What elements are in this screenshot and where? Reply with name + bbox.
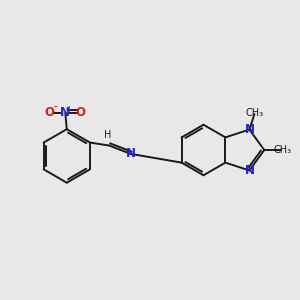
Text: CH₃: CH₃ (273, 145, 291, 155)
Text: O: O (76, 106, 86, 119)
Text: N: N (244, 164, 254, 177)
Text: +: + (66, 105, 72, 114)
Text: N: N (126, 147, 136, 161)
Text: -: - (53, 103, 57, 112)
Text: N: N (60, 106, 70, 119)
Text: CH₃: CH₃ (246, 108, 264, 118)
Text: H: H (104, 130, 112, 140)
Text: N: N (244, 123, 254, 136)
Text: O: O (45, 106, 55, 119)
